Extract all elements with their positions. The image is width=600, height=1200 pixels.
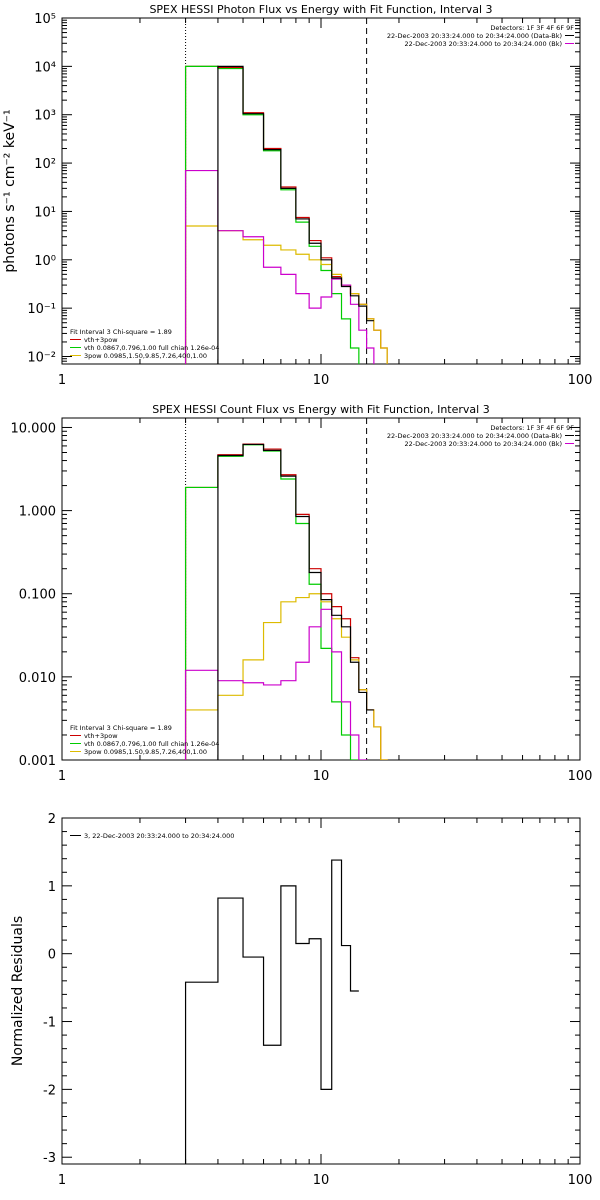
y-tick-label: 1: [48, 880, 56, 895]
y-tick-label: 10⁻¹: [27, 302, 56, 317]
legend-entry: 3pow 0.0985,1.50,9.85,7.26,400,1.00: [84, 748, 207, 756]
legend-entry: 3pow 0.0985,1.50,9.85,7.26,400,1.00: [84, 352, 207, 360]
y-axis-label: photons s⁻¹ cm⁻² keV⁻¹: [2, 109, 18, 272]
y-tick-label: 0.001: [19, 754, 56, 769]
y-axis-label: Normalized Residuals: [10, 916, 26, 1066]
fit-info-label: Fit Interval 3 Chi-square = 1.89: [70, 328, 172, 336]
y-tick-label: 10.000: [11, 421, 57, 436]
series-group: [184, 65, 388, 364]
y-tick-label: -3: [43, 1151, 56, 1166]
x-tick-label: 100: [568, 1173, 593, 1188]
series-line-1: [184, 65, 360, 364]
legend-entry: vth 0.0867,0.796,1.00 full chian 1.26e-0…: [84, 740, 219, 748]
x-tick-label: 100: [568, 373, 593, 388]
time-range-label: 22-Dec-2003 20:33:24.000 to 20:34:24.000…: [387, 432, 562, 440]
x-tick-label: 1: [58, 1173, 66, 1188]
y-tick-label: -2: [43, 1083, 56, 1098]
y-tick-label: 10¹: [34, 205, 56, 220]
y-tick-label: 10⁴: [34, 60, 56, 75]
x-tick-label: 100: [568, 769, 593, 784]
y-tick-label: 10⁻²: [27, 351, 56, 366]
series-line-4: [217, 443, 374, 760]
photon-flux-panel: SPEX HESSI Photon Flux vs Energy with Fi…: [2, 3, 593, 388]
time-range-label: 22-Dec-2003 20:33:24.000 to 20:34:24.000…: [405, 40, 563, 48]
legend-entry: vth+3pow: [84, 336, 118, 344]
x-tick-label: 1: [58, 769, 66, 784]
x-tick-label: 10: [313, 373, 330, 388]
series-line-3: [184, 608, 368, 760]
count-flux-panel: SPEX HESSI Count Flux vs Energy with Fit…: [11, 403, 593, 784]
series-line-0: [184, 859, 359, 1164]
series-line-0: [184, 65, 388, 364]
y-tick-label: 1.000: [19, 505, 56, 520]
y-tick-label: 10²: [34, 157, 56, 172]
series-group: [184, 859, 359, 1164]
legend-entry: vth 0.0867,0.796,1.00 full chian 1.26e-0…: [84, 344, 219, 352]
chart-title: SPEX HESSI Photon Flux vs Energy with Fi…: [149, 3, 492, 16]
y-tick-label: 0.100: [19, 588, 56, 603]
detectors-label: Detectors: 1F 3F 4F 6F 9F: [490, 424, 574, 432]
time-range-label: 22-Dec-2003 20:33:24.000 to 20:34:24.000…: [387, 32, 562, 40]
x-tick-label: 10: [313, 769, 330, 784]
y-tick-label: 0.010: [19, 671, 56, 686]
legend-entry: 3, 22-Dec-2003 20:33:24.000 to 20:34:24.…: [84, 832, 234, 840]
series-line-2: [184, 225, 388, 364]
series-group: [184, 443, 388, 760]
y-tick-label: 10³: [34, 109, 56, 124]
time-range-label: 22-Dec-2003 20:33:24.000 to 20:34:24.000…: [405, 440, 563, 448]
y-tick-label: -1: [43, 1016, 56, 1031]
fit-info-label: Fit Interval 3 Chi-square = 1.89: [70, 724, 172, 732]
series-line-2: [184, 593, 388, 760]
plot-frame: [61, 17, 581, 365]
residuals-panel: 1 10 100 -3 -2 -1 0 1 2 Normalized Residuals 3, 22…: [10, 812, 593, 1188]
y-tick-label: 2: [48, 812, 56, 827]
chart-title: SPEX HESSI Count Flux vs Energy with Fit…: [152, 403, 489, 416]
legend-entry: vth+3pow: [84, 732, 118, 740]
series-line-4: [217, 65, 374, 364]
detectors-label: Detectors: 1F 3F 4F 6F 9F: [490, 24, 574, 32]
y-tick-label: 10⁵: [34, 12, 56, 27]
x-tick-label: 10: [313, 1173, 330, 1188]
y-tick-label: 10⁰: [34, 254, 56, 269]
y-tick-label: 0: [48, 948, 56, 963]
series-line-3: [184, 169, 375, 364]
x-tick-label: 1: [58, 373, 66, 388]
